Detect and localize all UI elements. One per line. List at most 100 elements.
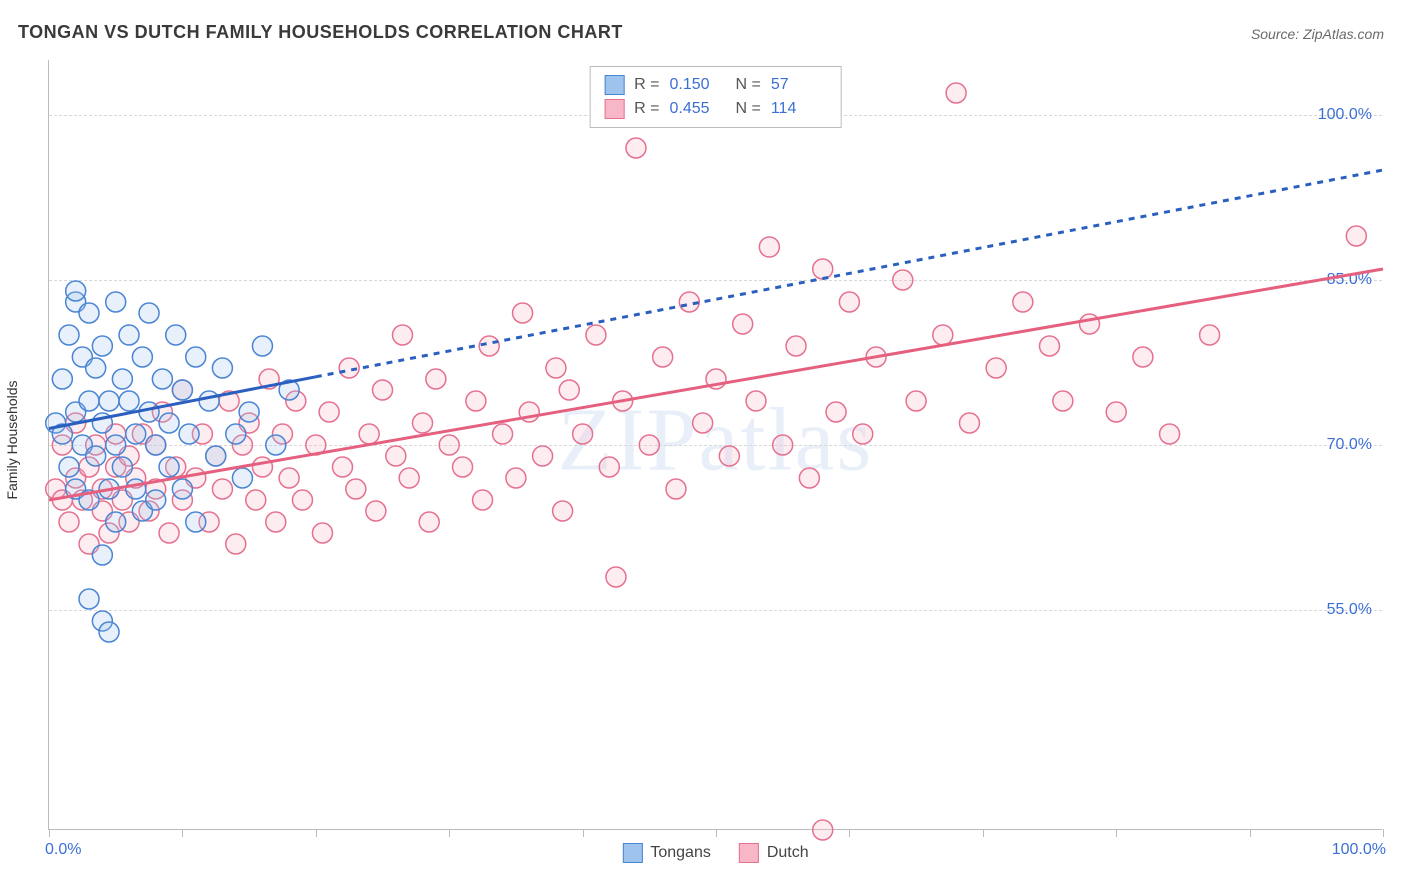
- data-point: [546, 358, 566, 378]
- scatter-svg: [49, 60, 1382, 829]
- data-point: [266, 512, 286, 532]
- data-point: [439, 435, 459, 455]
- data-point: [159, 457, 179, 477]
- data-point: [906, 391, 926, 411]
- data-point: [1013, 292, 1033, 312]
- data-point: [106, 435, 126, 455]
- data-point: [453, 457, 473, 477]
- data-point: [139, 402, 159, 422]
- data-point: [639, 435, 659, 455]
- data-point: [86, 446, 106, 466]
- data-point: [426, 369, 446, 389]
- data-point: [466, 391, 486, 411]
- data-point: [246, 490, 266, 510]
- x-tick-mark: [983, 829, 984, 837]
- data-point: [172, 479, 192, 499]
- tongans-swatch: [604, 75, 624, 95]
- data-point: [733, 314, 753, 334]
- tongans-swatch-icon: [622, 843, 642, 863]
- data-point: [99, 391, 119, 411]
- data-point: [206, 446, 226, 466]
- data-point: [112, 369, 132, 389]
- data-point: [826, 402, 846, 422]
- data-point: [419, 512, 439, 532]
- data-point: [132, 347, 152, 367]
- data-point: [893, 270, 913, 290]
- data-point: [559, 380, 579, 400]
- data-point: [853, 424, 873, 444]
- data-point: [626, 138, 646, 158]
- data-point: [946, 83, 966, 103]
- data-point: [373, 380, 393, 400]
- data-point: [599, 457, 619, 477]
- data-point: [1200, 325, 1220, 345]
- data-point: [226, 424, 246, 444]
- stats-row-dutch: R = 0.455 N = 114: [604, 97, 827, 121]
- data-point: [513, 303, 533, 323]
- dutch-swatch-icon: [739, 843, 759, 863]
- data-point: [139, 303, 159, 323]
- data-point: [266, 435, 286, 455]
- data-point: [386, 446, 406, 466]
- data-point: [1160, 424, 1180, 444]
- data-point: [746, 391, 766, 411]
- x-tick-mark: [1116, 829, 1117, 837]
- data-point: [59, 457, 79, 477]
- x-tick-mark: [849, 829, 850, 837]
- data-point: [112, 457, 132, 477]
- legend-item-dutch: Dutch: [739, 843, 809, 863]
- data-point: [1133, 347, 1153, 367]
- source-attribution: Source: ZipAtlas.com: [1251, 26, 1384, 42]
- data-point: [99, 622, 119, 642]
- x-tick-mark: [316, 829, 317, 837]
- data-point: [59, 512, 79, 532]
- data-point: [226, 534, 246, 554]
- data-point: [759, 237, 779, 257]
- data-point: [239, 402, 259, 422]
- stats-legend: R = 0.150 N = 57 R = 0.455 N = 114: [589, 66, 842, 128]
- legend-item-tongans: Tongans: [622, 843, 711, 863]
- data-point: [212, 358, 232, 378]
- data-point: [473, 490, 493, 510]
- data-point: [86, 358, 106, 378]
- data-point: [146, 490, 166, 510]
- data-point: [959, 413, 979, 433]
- data-point: [79, 303, 99, 323]
- data-point: [1106, 402, 1126, 422]
- data-point: [199, 391, 219, 411]
- data-point: [166, 325, 186, 345]
- data-point: [1080, 314, 1100, 334]
- data-point: [252, 457, 272, 477]
- dutch-n-value: 114: [771, 97, 827, 121]
- dutch-label: Dutch: [767, 844, 809, 862]
- data-point: [773, 435, 793, 455]
- data-point: [813, 259, 833, 279]
- data-point: [119, 391, 139, 411]
- data-point: [106, 292, 126, 312]
- tongans-label: Tongans: [650, 844, 711, 862]
- data-point: [186, 347, 206, 367]
- data-point: [292, 490, 312, 510]
- data-point: [839, 292, 859, 312]
- data-point: [186, 512, 206, 532]
- x-tick-mark: [182, 829, 183, 837]
- stats-row-tongans: R = 0.150 N = 57: [604, 73, 827, 97]
- data-point: [533, 446, 553, 466]
- data-point: [719, 446, 739, 466]
- data-point: [159, 413, 179, 433]
- data-point: [59, 325, 79, 345]
- data-point: [1040, 336, 1060, 356]
- data-point: [79, 391, 99, 411]
- r-label: R =: [634, 73, 659, 97]
- x-tick-mark: [1383, 829, 1384, 837]
- data-point: [172, 380, 192, 400]
- data-point: [653, 347, 673, 367]
- data-point: [279, 468, 299, 488]
- data-point: [366, 501, 386, 521]
- tongans-n-value: 57: [771, 73, 827, 97]
- data-point: [693, 413, 713, 433]
- trend-line: [49, 269, 1383, 500]
- data-point: [79, 589, 99, 609]
- data-point: [506, 468, 526, 488]
- data-point: [399, 468, 419, 488]
